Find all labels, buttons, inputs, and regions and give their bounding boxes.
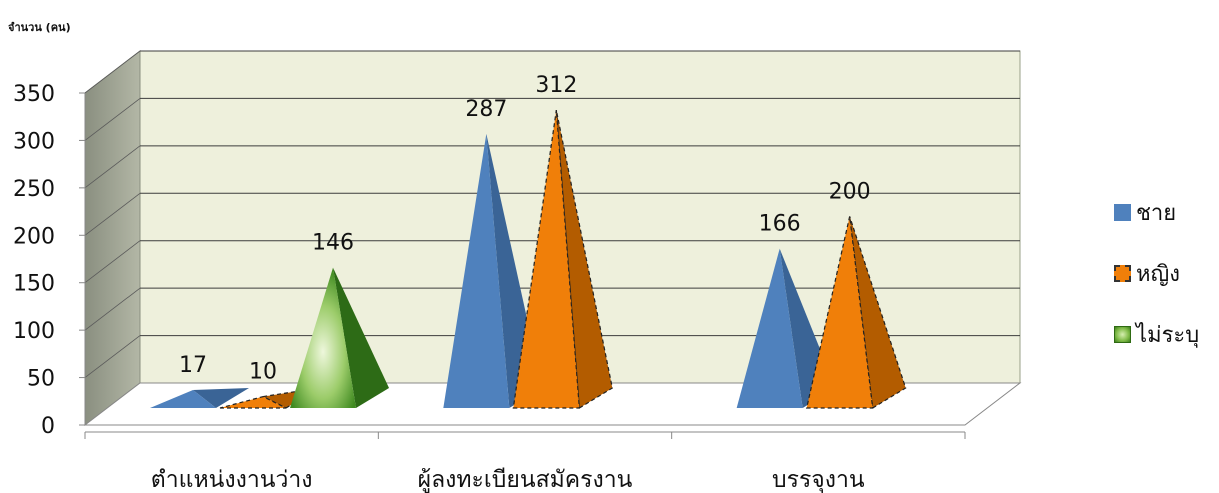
pyramid-0-2 [290,267,389,408]
pyramid-0-0 [150,388,249,408]
pyramid-2-1 [805,216,907,409]
legend-label-female: หญิง [1136,261,1180,287]
legend-label-unspecified: ไม่ระบุ [1136,322,1200,348]
y-tick-label: 100 [13,319,55,344]
side-wall [84,49,141,427]
y-tick-label: 350 [13,82,55,107]
pyramid-front [290,267,356,408]
gridline-side [84,98,141,141]
gridline-side [84,192,141,236]
gridline-side [84,145,141,189]
data-label: 146 [312,231,354,256]
y-tick-label: 300 [13,129,55,154]
legend: ชาย หญิง ไม่ระบุ [1114,198,1199,381]
pyramid-side [555,110,614,410]
pyramid-side [193,388,249,408]
pyramid-front [150,389,216,408]
gridline-side [84,287,141,331]
data-label: 287 [465,97,507,122]
y-tick-label: 200 [13,224,55,249]
y-tick-label: 250 [13,177,55,202]
y-tick-label: 50 [27,367,55,392]
data-label: 200 [829,179,871,204]
category-label: บรรจุงาน [772,467,865,493]
legend-label-male: ชาย [1136,200,1177,226]
pyramid-front [736,248,803,408]
y-axis-label: จำนวน (คน) [8,21,71,34]
pyramid-front [443,133,510,409]
y-tick-label: 0 [41,414,55,439]
legend-swatch-unspecified [1114,325,1131,343]
data-label: 17 [179,353,207,378]
category-label: ผู้ลงทะเบียนสมัครงาน [418,467,633,493]
gridline-side [84,50,141,94]
data-label: 312 [535,73,577,98]
pyramid-front [805,216,874,409]
data-label: 10 [249,360,277,385]
gridline-side [84,335,141,378]
pyramid-front [512,110,580,409]
pyramid-front [219,395,287,409]
pyramid-side [333,267,389,408]
legend-item-unspecified: ไม่ระบุ [1114,320,1199,348]
legend-item-female: หญิง [1114,259,1199,287]
category-label: ตำแหน่งงานว่าง [151,467,313,493]
data-label: 166 [759,212,801,237]
gridline-side [84,240,141,284]
legend-swatch-female [1114,264,1131,282]
y-tick-label: 150 [13,272,55,297]
legend-item-male: ชาย [1114,198,1199,226]
legend-swatch-male [1114,203,1131,221]
pyramid-1-1 [512,110,614,410]
